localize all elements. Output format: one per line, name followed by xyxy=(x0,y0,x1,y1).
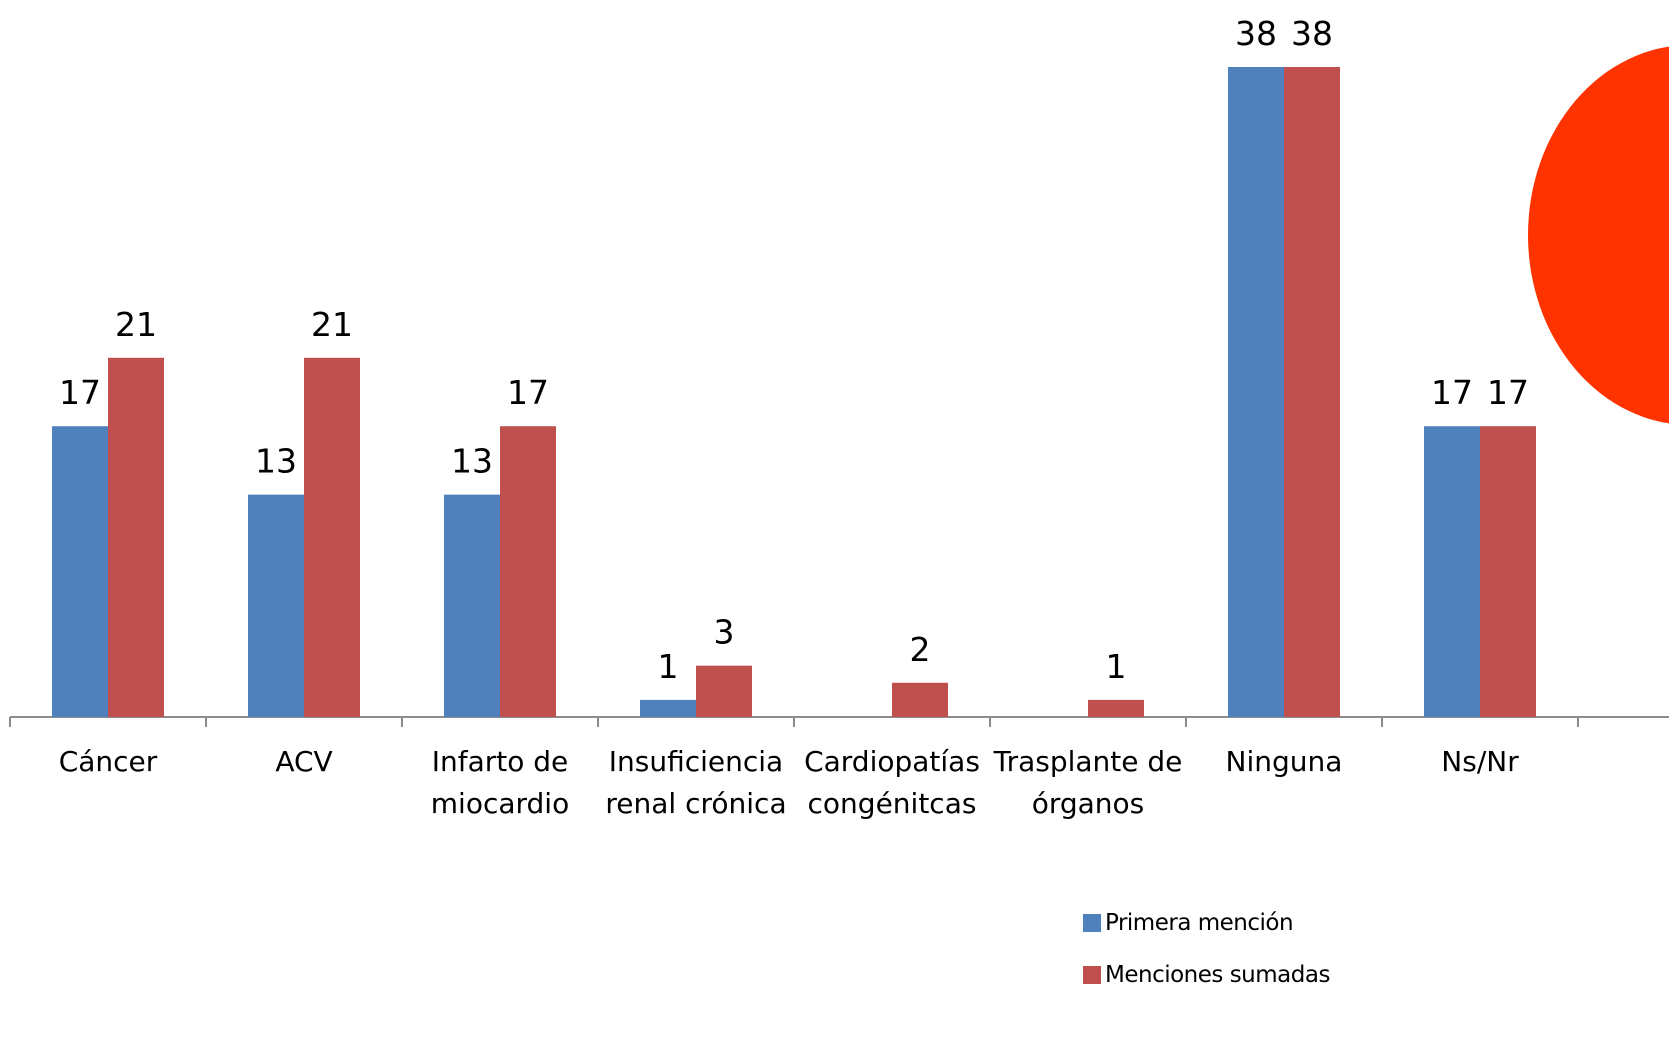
data-label: 21 xyxy=(311,305,353,344)
x-tick-label: Insuficiencia renal crónica xyxy=(605,745,787,820)
legend-item: Menciones sumadas xyxy=(1083,962,1330,988)
legend-item: Primera mención xyxy=(1083,910,1294,936)
bar xyxy=(1088,699,1144,717)
data-label: 17 xyxy=(1431,373,1473,412)
x-tick-label: Infarto de miocardio xyxy=(430,745,570,820)
bar xyxy=(640,699,696,717)
bar xyxy=(108,357,164,717)
x-tick-label: Ninguna xyxy=(1225,745,1343,778)
bar xyxy=(1228,67,1284,717)
bar xyxy=(1284,67,1340,717)
data-label: 13 xyxy=(451,442,493,481)
x-tick-label: Trasplante de órganos xyxy=(993,745,1183,820)
data-label: 3 xyxy=(714,613,735,652)
data-label: 1 xyxy=(1106,647,1127,686)
data-label: 38 xyxy=(1291,14,1333,53)
bar xyxy=(248,494,304,717)
bar xyxy=(500,426,556,717)
bar xyxy=(1424,426,1480,717)
bar xyxy=(696,665,752,717)
bar xyxy=(304,357,360,717)
bar xyxy=(52,426,108,717)
legend-label: Primera mención xyxy=(1105,910,1294,936)
data-label: 17 xyxy=(59,373,101,412)
data-label: 17 xyxy=(507,373,549,412)
data-label: 13 xyxy=(255,442,297,481)
decoration xyxy=(1528,46,1669,424)
x-tick-label: Ns/Nr xyxy=(1441,745,1519,778)
data-label: 38 xyxy=(1235,14,1277,53)
data-label: 2 xyxy=(910,630,931,669)
bar xyxy=(1480,426,1536,717)
legend-swatch xyxy=(1083,966,1101,984)
bar xyxy=(892,682,948,717)
x-tick-label: Cardiopatías congénitcas xyxy=(804,745,980,820)
x-tick-label: Cáncer xyxy=(58,745,158,778)
x-tick-label: ACV xyxy=(275,745,333,778)
bar xyxy=(444,494,500,717)
data-label: 17 xyxy=(1487,373,1529,412)
legend-swatch xyxy=(1083,914,1101,932)
data-label: 21 xyxy=(115,305,157,344)
data-label: 1 xyxy=(658,647,679,686)
legend-label: Menciones sumadas xyxy=(1105,962,1330,988)
